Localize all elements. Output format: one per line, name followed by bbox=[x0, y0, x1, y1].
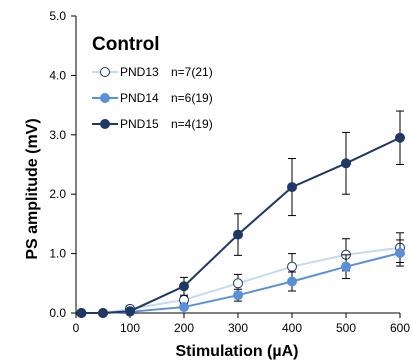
legend-series-name: PND15 bbox=[120, 117, 159, 131]
legend-sample-size: n=7(21) bbox=[171, 65, 213, 79]
legend-series-name: PND14 bbox=[120, 91, 159, 105]
legend-item-pnd14: PND14 n=6(19) bbox=[92, 91, 213, 105]
y-tick-label: 5.0 bbox=[49, 9, 66, 23]
x-tick-label: 300 bbox=[228, 321, 248, 335]
data-point bbox=[395, 132, 405, 143]
series-pnd13 bbox=[76, 232, 405, 318]
x-tick-label: 0 bbox=[73, 321, 80, 335]
x-tick-label: 400 bbox=[282, 321, 302, 335]
legend-series-name: PND13 bbox=[120, 65, 159, 79]
data-point bbox=[179, 302, 189, 313]
series-pnd15 bbox=[76, 110, 405, 318]
y-axis-title: PS amplitude (mV) bbox=[24, 118, 41, 259]
data-point bbox=[395, 248, 405, 259]
y-tick-label: 1.0 bbox=[49, 247, 66, 261]
data-point bbox=[76, 308, 87, 318]
legend-marker bbox=[100, 119, 110, 129]
data-point bbox=[341, 158, 351, 169]
y-tick-label: 4.0 bbox=[49, 68, 66, 82]
data-point bbox=[98, 308, 108, 318]
data-point bbox=[179, 281, 189, 292]
legend-marker bbox=[100, 67, 110, 77]
data-point bbox=[233, 278, 243, 289]
x-axis-title: Stimulation (µA) bbox=[176, 343, 299, 360]
x-tick-label: 200 bbox=[174, 321, 194, 335]
data-point bbox=[233, 229, 243, 240]
legend-item-pnd15: PND15 n=4(19) bbox=[92, 117, 213, 131]
data-point bbox=[287, 182, 297, 193]
legend-item-pnd13: PND13 n=7(21) bbox=[92, 65, 213, 79]
chart-title: Control bbox=[92, 34, 160, 55]
data-point bbox=[233, 290, 243, 301]
x-tick-label: 500 bbox=[336, 321, 356, 335]
legend-sample-size: n=6(19) bbox=[171, 91, 213, 105]
x-tick-label: 600 bbox=[390, 321, 410, 335]
y-tick-label: 0.0 bbox=[49, 306, 66, 320]
y-tick-label: 3.0 bbox=[49, 128, 66, 142]
y-tick-label: 2.0 bbox=[49, 187, 66, 201]
legend-marker bbox=[100, 93, 110, 103]
data-point bbox=[341, 261, 351, 272]
legend: PND13 n=7(21) PND14 n=6(19) PND15 n=4(19) bbox=[92, 65, 213, 131]
legend-sample-size: n=4(19) bbox=[171, 117, 213, 131]
data-point bbox=[287, 276, 297, 287]
x-tick-label: 100 bbox=[120, 321, 140, 335]
plot-area: 0.0 1.0 2.0 3.0 4.0 5.0 0 100 200 300 400 500 600 bbox=[49, 9, 410, 335]
data-point bbox=[287, 261, 297, 272]
data-point bbox=[125, 306, 135, 317]
